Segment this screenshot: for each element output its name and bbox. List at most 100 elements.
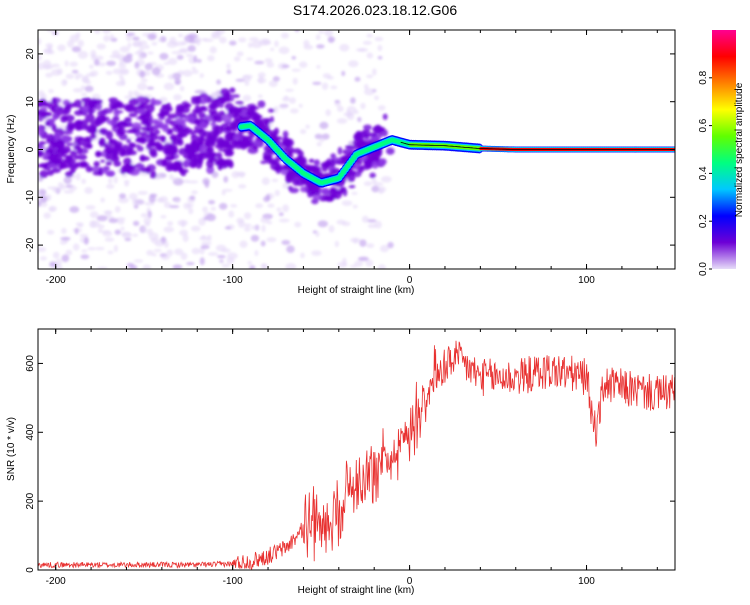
spectrogram-noise-blob (237, 220, 246, 228)
spectrogram-noise-blob (106, 184, 115, 190)
spectrogram-noise-blob (371, 185, 380, 193)
spectrogram-noise-blob (167, 57, 178, 66)
spectrogram-noise-blob (373, 95, 380, 101)
spectrogram-noise-blob (294, 221, 302, 228)
spectrogram-band-blob (167, 113, 179, 119)
spectrogram-band-blob (105, 161, 113, 166)
spectrogram-noise-blob (38, 90, 45, 98)
spectrogram-band-blob (98, 129, 107, 134)
spectrogram-noise-blob (359, 239, 367, 247)
spectrogram-noise-blob (380, 175, 392, 183)
spectrogram-noise-blob (136, 146, 144, 152)
spectrogram-noise-blob (133, 259, 144, 263)
spectrogram-noise-blob (374, 220, 382, 229)
spectrogram-band-blob (176, 132, 187, 138)
spectrogram-band-blob (197, 135, 206, 143)
spectrogram-noise-blob (299, 129, 307, 135)
spectrogram-noise-blob (226, 63, 231, 70)
spectrogram-band-blob (118, 148, 126, 157)
spectrogram-noise-blob (366, 52, 374, 59)
spectrogram-noise-blob (151, 41, 158, 46)
colorbar-tick-label: 0.4 (698, 166, 709, 180)
spectrogram-noise-blob (261, 38, 271, 45)
spectrogram-noise-blob (94, 30, 101, 34)
spectrogram-noise-blob (226, 69, 232, 74)
spectrogram-noise-blob (210, 206, 217, 211)
spectrogram-noise-blob (132, 233, 139, 238)
spectrogram-band-blob (180, 171, 187, 177)
spectrogram-noise-blob (191, 190, 198, 195)
spectrogram-noise-blob (226, 252, 238, 260)
spectrogram-band-blob (177, 113, 187, 119)
spectrogram-band-blob (245, 141, 256, 148)
spectrogram-noise-blob (81, 178, 87, 185)
spectrogram-noise-blob (190, 225, 201, 232)
spectrogram-band-blob (103, 148, 113, 153)
spectrogram-band-blob (89, 127, 98, 135)
spectrogram-band-blob (220, 97, 227, 104)
spectrogram-noise-blob (348, 60, 359, 68)
spectrogram-band-blob (182, 127, 193, 134)
spectrogram-noise-blob (79, 233, 89, 238)
spectrogram-noise-blob (132, 220, 140, 227)
spectrogram-noise-blob (339, 43, 350, 52)
spectrogram-band-blob (225, 135, 234, 141)
spectrogram-noise-blob (328, 225, 335, 233)
spectrogram-noise-blob (303, 39, 310, 47)
spectrogram-noise-blob (183, 179, 190, 184)
spectrogram-band-blob (46, 170, 54, 176)
spectrogram-band-blob (84, 113, 95, 123)
spectrogram-band-blob (308, 158, 315, 163)
spectrogram-band-blob (175, 105, 185, 113)
spectrogram-noise-blob (120, 226, 125, 231)
spectrogram-noise-blob (276, 207, 282, 212)
colorbar-tick-label: 0.2 (698, 214, 709, 228)
spectrogram-noise-blob (63, 176, 72, 185)
spectrogram-band-blob (161, 159, 167, 168)
spectrogram-band-blob (200, 105, 206, 111)
spectrogram-noise-blob (127, 42, 132, 48)
spectrogram-band-blob (89, 133, 97, 140)
spectrogram-band-blob (166, 129, 174, 135)
spectrogram-noise-blob (159, 52, 169, 60)
spectrogram-noise-blob (268, 80, 278, 88)
spectrogram-noise-blob (285, 263, 297, 269)
spectrogram-noise-blob (215, 30, 225, 35)
spectrogram-noise-blob (352, 204, 358, 209)
spectrogram-noise-blob (291, 68, 301, 72)
spectrogram-noise-blob (104, 237, 115, 242)
spectrogram-noise-blob (93, 59, 100, 66)
spectrogram-noise-blob (136, 199, 145, 205)
spectrogram-noise-blob (40, 256, 47, 261)
spectrogram-band-blob (219, 88, 230, 97)
spectrogram-band-blob (117, 127, 126, 136)
spectrogram-noise-blob (193, 55, 198, 63)
spectrogram-band-blob (370, 137, 381, 142)
spectrogram-band-blob (66, 102, 77, 108)
spectrogram-band-blob (262, 156, 272, 161)
spectrogram-band-blob (378, 158, 387, 166)
spectrogram-band-blob (347, 174, 356, 183)
spectrogram-noise-blob (291, 55, 297, 60)
spectrogram-noise-blob (118, 197, 129, 204)
spectrogram-band-blob (81, 97, 92, 103)
spectrogram-noise-blob (65, 73, 75, 80)
spectrogram-noise-blob (231, 94, 240, 98)
spectrogram-noise-blob (257, 100, 266, 108)
spectrogram-noise-blob (146, 86, 154, 90)
spectrogram-noise-blob (74, 73, 83, 78)
spectrogram-noise-blob (362, 40, 372, 45)
spectrogram-noise-blob (43, 48, 53, 55)
spectrogram-noise-blob (228, 210, 235, 218)
spectrogram-band-blob (210, 122, 216, 127)
snr-axes: -200 -100 0 100 0 200 400 600 (25, 329, 675, 587)
spectrogram-noise-blob (334, 240, 340, 248)
spectrogram-noise-blob (216, 79, 221, 85)
spectrogram-noise-blob (350, 237, 361, 243)
spectrogram-noise-blob (176, 54, 184, 60)
spectrogram-noise-blob (203, 38, 214, 43)
spectrogram-noise-blob (269, 116, 275, 123)
spectrogram-noise-blob (107, 250, 114, 255)
spectrogram-noise-blob (318, 30, 324, 34)
spectrogram-band-blob (235, 108, 243, 114)
